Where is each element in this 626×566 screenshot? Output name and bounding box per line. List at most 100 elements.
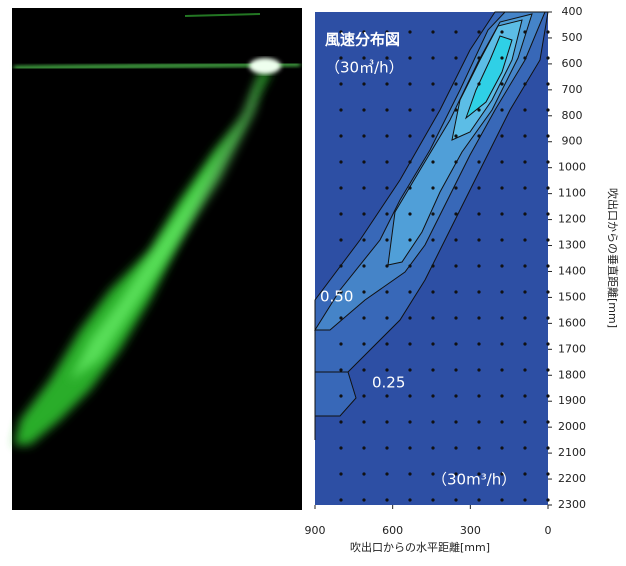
measure-point (500, 498, 503, 501)
measure-point (523, 264, 526, 267)
measure-point (546, 264, 549, 267)
measure-point (362, 368, 365, 371)
measure-point (385, 368, 388, 371)
measure-point (454, 264, 457, 267)
measure-point (546, 186, 549, 189)
measure-point (523, 290, 526, 293)
measure-point (362, 290, 365, 293)
measure-point (523, 238, 526, 241)
y-tick-label: 500 (562, 31, 583, 44)
measure-point (385, 498, 388, 501)
measure-point (431, 108, 434, 111)
measure-point (477, 498, 480, 501)
measure-point (500, 134, 503, 137)
y-tick-label: 1400 (558, 264, 586, 277)
measure-point (546, 56, 549, 59)
y-tick-label: 2200 (558, 472, 586, 485)
measure-point (454, 160, 457, 163)
measure-point (546, 290, 549, 293)
measure-point (385, 108, 388, 111)
measure-point (500, 160, 503, 163)
measure-point (523, 82, 526, 85)
measure-point (500, 368, 503, 371)
measure-point (546, 108, 549, 111)
measure-point (454, 30, 457, 33)
measure-point (523, 56, 526, 59)
y-tick-label: 1000 (558, 161, 586, 174)
measure-point (362, 498, 365, 501)
y-tick-label: 900 (562, 135, 583, 148)
measure-point (408, 316, 411, 319)
measure-point (546, 160, 549, 163)
chart-subtitle: （30㎥/h） (325, 59, 404, 77)
measure-point (523, 446, 526, 449)
measure-point (477, 30, 480, 33)
measure-point (454, 186, 457, 189)
measure-point (385, 342, 388, 345)
measure-point (385, 316, 388, 319)
measure-point (546, 420, 549, 423)
measure-point (385, 134, 388, 137)
measure-point (500, 264, 503, 267)
measure-point (500, 446, 503, 449)
measure-point (523, 394, 526, 397)
measure-point (546, 82, 549, 85)
measure-point (362, 212, 365, 215)
measure-point (454, 56, 457, 59)
measure-point (408, 472, 411, 475)
measure-point (454, 498, 457, 501)
measure-point (408, 212, 411, 215)
measure-point (477, 134, 480, 137)
measure-point (408, 30, 411, 33)
measure-point (546, 394, 549, 397)
measure-point (408, 56, 411, 59)
measure-point (431, 264, 434, 267)
measure-point (408, 238, 411, 241)
measure-point (523, 368, 526, 371)
measure-point (339, 186, 342, 189)
x-tick-label: 900 (305, 524, 326, 537)
measure-point (454, 446, 457, 449)
y-tick-label: 800 (562, 109, 583, 122)
measure-point (454, 212, 457, 215)
measure-point (408, 394, 411, 397)
measure-point (477, 420, 480, 423)
measure-point (385, 238, 388, 241)
y-tick-label: 1500 (558, 290, 586, 303)
measure-point (339, 134, 342, 137)
measure-point (362, 238, 365, 241)
y-axis-label: 吹出口からの垂直距離[mm] (606, 188, 620, 328)
measure-point (454, 394, 457, 397)
measure-point (431, 82, 434, 85)
measure-point (477, 108, 480, 111)
measure-point (385, 394, 388, 397)
measure-point (408, 368, 411, 371)
x-tick-label: 0 (545, 524, 552, 537)
measure-point (454, 290, 457, 293)
measure-point (431, 316, 434, 319)
measure-point (385, 82, 388, 85)
figure: 風速分布図 （30㎥/h） 0.50 0.25 （30m³/h） 吹出口からの水… (0, 0, 626, 562)
measure-point (477, 160, 480, 163)
measure-point (454, 316, 457, 319)
measure-point (362, 186, 365, 189)
measure-point (339, 316, 342, 319)
y-tick-label: 2300 (558, 498, 586, 511)
measure-point (500, 420, 503, 423)
y-tick-label: 1200 (558, 213, 586, 226)
measure-point (408, 82, 411, 85)
measure-point (454, 420, 457, 423)
measure-point (477, 186, 480, 189)
x-axis-label: 吹出口からの水平距離[mm] (350, 540, 490, 554)
measure-point (477, 368, 480, 371)
measure-point (477, 82, 480, 85)
measure-point (523, 472, 526, 475)
measure-point (454, 238, 457, 241)
measure-point (500, 342, 503, 345)
measure-point (523, 498, 526, 501)
measure-point (339, 212, 342, 215)
measure-point (431, 368, 434, 371)
measure-point (362, 134, 365, 137)
y-tick-label: 600 (562, 57, 583, 70)
measure-point (477, 238, 480, 241)
